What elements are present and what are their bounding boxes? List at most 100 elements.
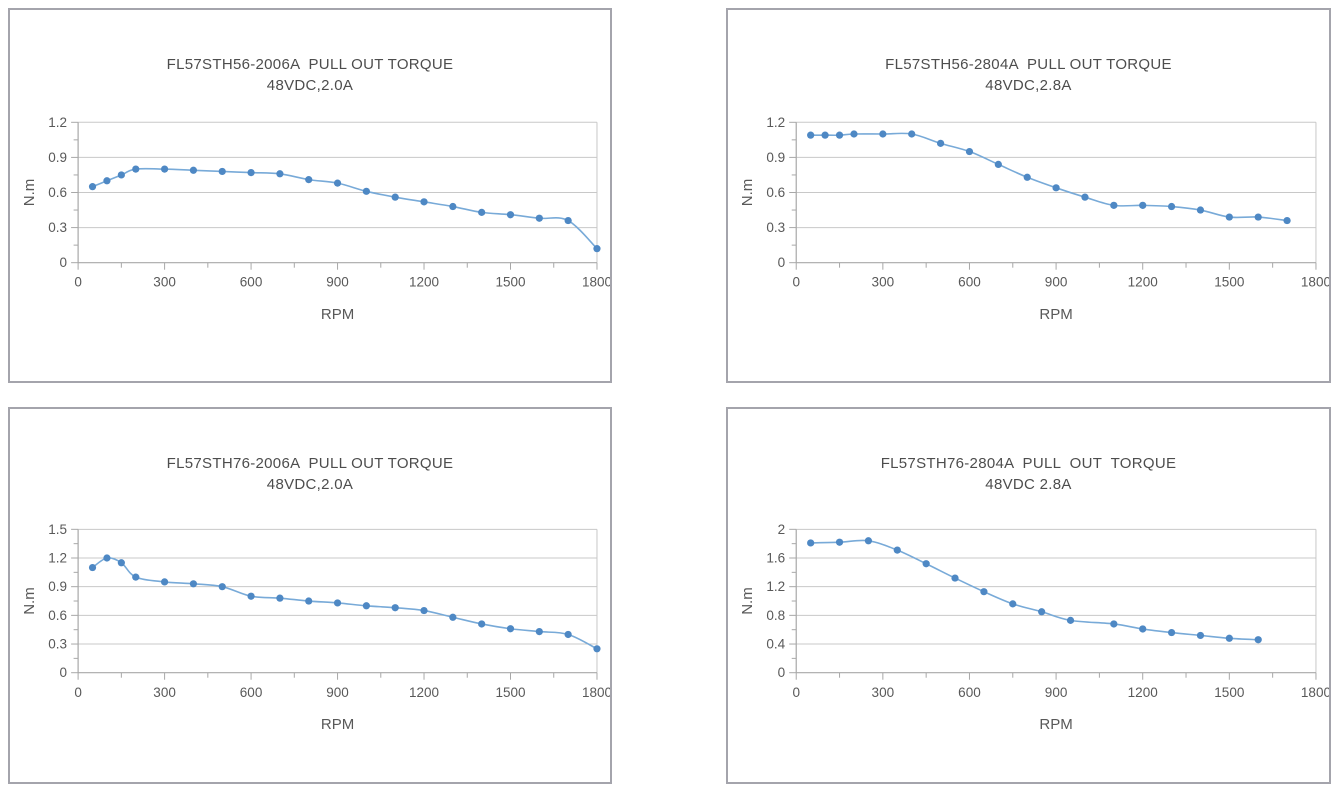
data-point-marker xyxy=(1009,600,1017,608)
svg-text:900: 900 xyxy=(1045,685,1068,700)
chart-title: FL57STH56-2804A PULL OUT TORQUE xyxy=(885,56,1172,73)
data-point-marker xyxy=(103,554,111,562)
torque-curve-line xyxy=(92,167,598,250)
data-point-marker xyxy=(117,559,125,567)
data-point-marker xyxy=(160,165,169,173)
data-point-marker xyxy=(593,245,601,253)
svg-text:300: 300 xyxy=(872,275,895,290)
data-point-marker xyxy=(132,165,140,173)
chart-title: FL57STH76-2006A PULL OUT TORQUE xyxy=(166,455,454,472)
svg-text:0: 0 xyxy=(778,255,786,270)
data-point-marker xyxy=(936,139,945,147)
chart-panel-fl57sth76-2804a: 0 0.4 0.8 1.2 1.6 2 0 300 600 900 1200 1500 1800 RPM N… xyxy=(726,407,1331,784)
svg-text:1800: 1800 xyxy=(582,275,610,290)
data-point-marker xyxy=(1023,173,1031,181)
svg-text:1.5: 1.5 xyxy=(48,522,67,537)
data-point-marker xyxy=(391,193,399,201)
svg-text:1500: 1500 xyxy=(1214,685,1244,700)
svg-text:0: 0 xyxy=(74,275,82,290)
data-point-marker xyxy=(908,130,916,138)
svg-text:0: 0 xyxy=(60,255,68,270)
data-point-marker xyxy=(864,537,873,545)
data-point-marker xyxy=(893,546,901,554)
data-point-marker xyxy=(218,583,226,591)
data-point-marker xyxy=(1225,213,1233,221)
torque-curve-line xyxy=(810,539,1259,641)
data-point-marker xyxy=(1052,184,1060,192)
data-point-marker xyxy=(362,602,370,610)
data-point-marker xyxy=(218,167,226,176)
svg-text:1.2: 1.2 xyxy=(766,579,785,594)
torque-curve-plot: 0 0.3 0.6 0.9 1.2 1.5 0 300 600 900 1200 1500 1800 RP… xyxy=(21,522,610,733)
data-point-marker xyxy=(506,625,515,633)
data-point-marker xyxy=(821,131,829,139)
data-point-marker xyxy=(117,171,125,179)
data-point-marker xyxy=(1066,616,1075,624)
chart-title: FL57STH76-2804A PULL OUT TORQUE xyxy=(880,455,1177,472)
torque-curve-plot: 0 0.3 0.6 0.9 1.2 0 300 600 900 1200 1500 1800 RPM N.… xyxy=(21,115,610,323)
data-point-marker xyxy=(506,211,515,219)
torque-curve-plot: 0 0.4 0.8 1.2 1.6 2 0 300 600 900 1200 1500 1800 RPM N… xyxy=(739,522,1329,733)
svg-text:900: 900 xyxy=(326,275,349,290)
data-point-marker xyxy=(160,578,169,586)
data-point-marker xyxy=(1254,636,1262,644)
svg-text:1500: 1500 xyxy=(1214,275,1244,290)
svg-text:600: 600 xyxy=(240,275,263,290)
data-point-marker xyxy=(132,573,140,581)
svg-text:0.4: 0.4 xyxy=(766,637,785,652)
data-point-marker xyxy=(103,177,111,185)
y-axis-label: N.m xyxy=(739,587,756,615)
data-point-marker xyxy=(247,168,255,177)
data-point-marker xyxy=(305,597,313,605)
x-axis-label: RPM xyxy=(321,716,354,733)
svg-text:900: 900 xyxy=(1045,275,1068,290)
data-point-marker xyxy=(1283,216,1291,225)
data-point-marker xyxy=(1081,193,1089,201)
svg-text:300: 300 xyxy=(872,685,895,700)
svg-text:0.6: 0.6 xyxy=(766,185,785,200)
data-point-marker xyxy=(478,208,486,216)
data-point-marker xyxy=(951,574,959,582)
svg-text:1.2: 1.2 xyxy=(48,115,67,130)
data-point-marker xyxy=(449,202,457,211)
data-point-marker xyxy=(391,604,399,612)
data-point-marker xyxy=(1167,202,1176,211)
data-point-marker xyxy=(535,214,543,222)
data-point-marker xyxy=(965,147,974,156)
data-point-marker xyxy=(564,630,572,639)
data-point-marker xyxy=(333,599,342,607)
y-axis-label: N.m xyxy=(21,587,38,615)
svg-text:600: 600 xyxy=(958,685,981,700)
data-point-marker xyxy=(88,183,97,191)
data-point-marker xyxy=(1225,634,1233,642)
data-point-marker xyxy=(1196,206,1205,214)
svg-text:1200: 1200 xyxy=(409,275,439,290)
chart-subtitle: 48VDC,2.0A xyxy=(266,77,354,94)
data-point-marker xyxy=(593,645,601,653)
data-point-marker xyxy=(1038,608,1046,616)
svg-text:1200: 1200 xyxy=(1128,275,1158,290)
data-point-marker xyxy=(276,170,284,178)
svg-text:0.3: 0.3 xyxy=(766,220,785,235)
data-point-marker xyxy=(1139,625,1147,633)
svg-text:1800: 1800 xyxy=(1301,685,1329,700)
chart-panel-fl57sth76-2006a: 0 0.3 0.6 0.9 1.2 1.5 0 300 600 900 1200 1500 1800 RP… xyxy=(8,407,612,784)
svg-text:1500: 1500 xyxy=(495,275,525,290)
data-point-marker xyxy=(879,130,887,138)
data-point-marker xyxy=(807,131,815,139)
svg-text:300: 300 xyxy=(153,685,176,700)
chart-panel-fl57sth56-2804a: 0 0.3 0.6 0.9 1.2 0 300 600 900 1200 1500 1800 RPM N.… xyxy=(726,8,1331,383)
data-point-marker xyxy=(1196,631,1205,640)
torque-curve-plot: 0 0.3 0.6 0.9 1.2 0 300 600 900 1200 1500 1800 RPM N.… xyxy=(739,115,1329,323)
data-point-marker xyxy=(850,130,858,138)
data-point-marker xyxy=(305,176,313,184)
svg-text:0.8: 0.8 xyxy=(766,608,785,623)
svg-text:1200: 1200 xyxy=(1128,685,1158,700)
svg-text:0.3: 0.3 xyxy=(48,637,67,652)
svg-text:600: 600 xyxy=(958,275,981,290)
data-point-marker xyxy=(449,613,457,621)
data-point-marker xyxy=(276,594,284,602)
data-point-marker xyxy=(333,179,342,187)
data-point-marker xyxy=(1254,213,1262,221)
